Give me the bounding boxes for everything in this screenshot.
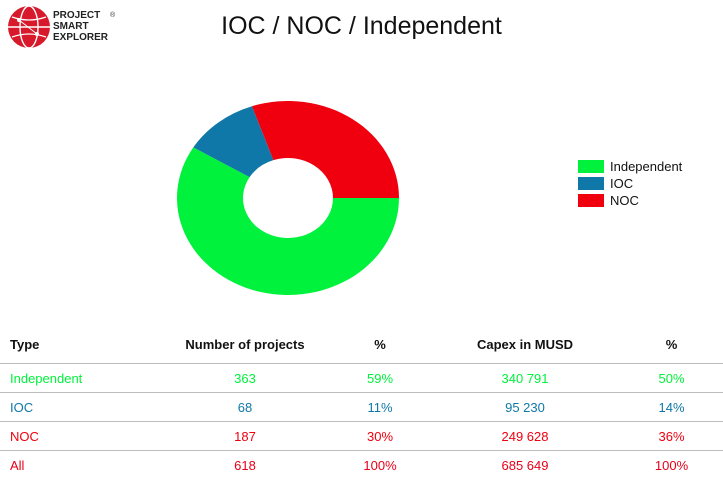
cell-projects: 618 <box>234 457 256 473</box>
logo-line-1: PROJECT <box>53 10 101 21</box>
header-capex: Capex in MUSD <box>430 325 620 364</box>
legend-label: NOC <box>610 193 639 208</box>
legend-label: Independent <box>610 159 683 174</box>
cell-capex-percent: 100% <box>654 457 689 473</box>
logo-text: PROJECT SMART EXPLORER <box>53 10 108 43</box>
legend-item: NOC <box>578 192 682 209</box>
cell-projects: 363 <box>160 363 330 393</box>
donut-slice-ioc <box>193 106 274 178</box>
donut-chart <box>176 101 399 296</box>
logo-line-2: SMART <box>53 21 89 32</box>
table-row: NOC 187 30% 249 628 36% <box>0 421 723 451</box>
cell-projects: 68 <box>160 392 330 422</box>
cell-projects: 187 <box>160 421 330 451</box>
table-row: IOC 68 11% 95 230 14% <box>0 392 723 422</box>
cell-capex: 340 791 <box>430 363 620 393</box>
header-capex-percent: % <box>620 325 723 364</box>
cell-capex-percent: 14% <box>620 392 723 422</box>
cell-capex-percent: 50% <box>620 363 723 393</box>
cell-type: NOC <box>0 421 160 451</box>
summary-table: Type Number of projects % Capex in MUSD … <box>0 325 723 479</box>
legend-item: Independent <box>578 158 682 175</box>
cell-type: IOC <box>0 392 160 422</box>
header-number-of-projects: Number of projects <box>160 325 330 364</box>
legend-swatch <box>578 194 604 207</box>
legend-item: IOC <box>578 175 682 192</box>
cell-capex: 249 628 <box>430 421 620 451</box>
registered-mark: ® <box>110 12 116 19</box>
cell-capex: 95 230 <box>430 392 620 422</box>
table-header-row: Type Number of projects % Capex in MUSD … <box>0 325 723 364</box>
logo-line-3: EXPLORER <box>53 32 109 43</box>
chart-legend: Independent IOC NOC <box>578 158 682 209</box>
cell-type: Independent <box>0 363 160 393</box>
cell-projects-percent: 100% <box>363 457 397 473</box>
legend-swatch <box>578 177 604 190</box>
cell-capex: 685 649 <box>501 457 549 473</box>
header-type: Type <box>0 325 160 364</box>
chart-title: IOC / NOC / Independent <box>221 12 502 40</box>
cell-projects-percent: 30% <box>330 421 430 451</box>
header-projects-percent: % <box>330 325 430 364</box>
cell-capex-percent: 36% <box>620 421 723 451</box>
cell-projects-percent: 11% <box>330 392 430 422</box>
legend-label: IOC <box>610 176 634 191</box>
donut-slice-noc <box>251 101 399 198</box>
table-row: All 618 100% 685 649 100% <box>0 451 723 480</box>
table-row: Independent 363 59% 340 791 50% <box>0 363 723 393</box>
legend-swatch <box>578 160 604 173</box>
cell-type: All <box>10 457 25 473</box>
logo: PROJECT SMART EXPLORER ® <box>6 4 126 52</box>
donut-slice-independent <box>176 147 399 296</box>
globe-logo-icon <box>8 5 50 49</box>
cell-projects-percent: 59% <box>330 363 430 393</box>
